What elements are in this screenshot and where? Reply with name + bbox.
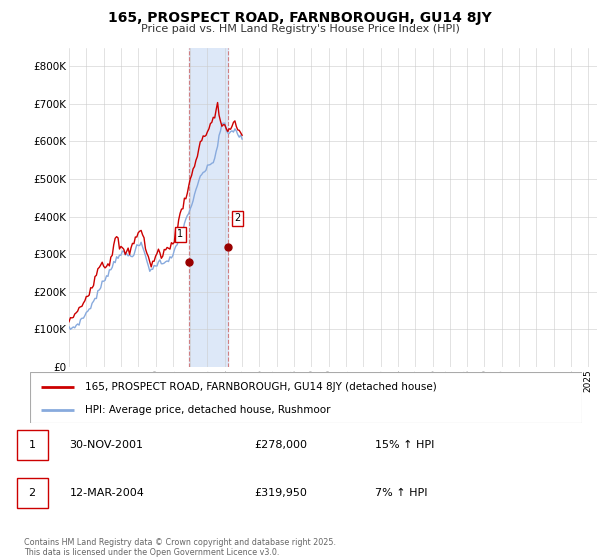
Text: 2: 2 (29, 488, 36, 498)
Text: 15% ↑ HPI: 15% ↑ HPI (375, 440, 434, 450)
Bar (17, 478, 48, 508)
Text: 2: 2 (234, 213, 240, 223)
Text: 7% ↑ HPI: 7% ↑ HPI (375, 488, 427, 498)
Text: 165, PROSPECT ROAD, FARNBOROUGH, GU14 8JY: 165, PROSPECT ROAD, FARNBOROUGH, GU14 8J… (108, 11, 492, 25)
Text: 30-NOV-2001: 30-NOV-2001 (70, 440, 143, 450)
Bar (189, 48, 229, 367)
Text: £319,950: £319,950 (254, 488, 307, 498)
Text: £278,000: £278,000 (254, 440, 307, 450)
Text: 1: 1 (29, 440, 35, 450)
Text: 165, PROSPECT ROAD, FARNBOROUGH, GU14 8JY (detached house): 165, PROSPECT ROAD, FARNBOROUGH, GU14 8J… (85, 381, 437, 391)
Text: Contains HM Land Registry data © Crown copyright and database right 2025.
This d: Contains HM Land Registry data © Crown c… (24, 538, 336, 557)
Bar (17, 430, 48, 460)
Text: 12-MAR-2004: 12-MAR-2004 (70, 488, 145, 498)
Text: Price paid vs. HM Land Registry's House Price Index (HPI): Price paid vs. HM Land Registry's House … (140, 24, 460, 34)
Text: 1: 1 (177, 229, 183, 239)
Text: HPI: Average price, detached house, Rushmoor: HPI: Average price, detached house, Rush… (85, 405, 331, 415)
